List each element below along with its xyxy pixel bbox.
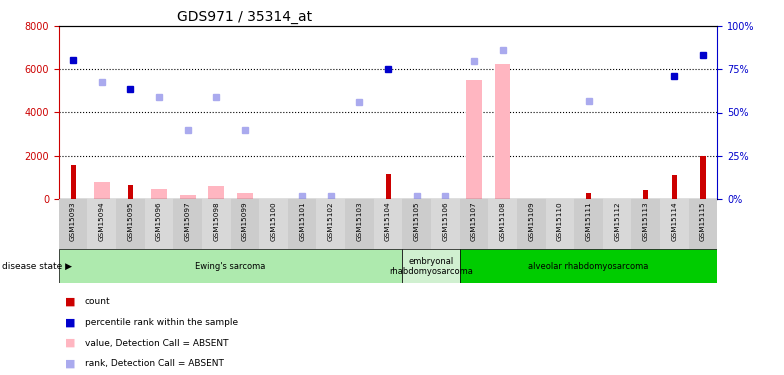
Bar [237, 193, 252, 199]
Bar [631, 199, 660, 249]
Bar [488, 199, 517, 249]
Bar [459, 199, 488, 249]
Bar [459, 249, 717, 283]
Bar [402, 249, 459, 283]
Text: GDS971 / 35314_at: GDS971 / 35314_at [177, 10, 313, 24]
Text: GSM15114: GSM15114 [671, 201, 677, 241]
Bar [700, 156, 706, 199]
Bar [260, 199, 288, 249]
Bar [466, 80, 482, 199]
Bar [209, 186, 224, 199]
Bar [116, 199, 145, 249]
Text: GSM15097: GSM15097 [185, 201, 191, 241]
Text: rank, Detection Call = ABSENT: rank, Detection Call = ABSENT [85, 359, 223, 368]
Text: GSM15106: GSM15106 [442, 201, 448, 241]
Bar [59, 199, 88, 249]
Bar [386, 174, 390, 199]
Text: embryonal
rhabdomyosarcoma: embryonal rhabdomyosarcoma [389, 256, 473, 276]
Text: GSM15099: GSM15099 [242, 201, 248, 241]
Bar [603, 199, 631, 249]
Text: count: count [85, 297, 111, 306]
Text: GSM15100: GSM15100 [270, 201, 277, 241]
Text: GSM15104: GSM15104 [385, 201, 391, 241]
Text: disease state ▶: disease state ▶ [2, 262, 71, 271]
Bar [517, 199, 546, 249]
Text: GSM15102: GSM15102 [328, 201, 334, 241]
Text: GSM15103: GSM15103 [357, 201, 362, 241]
Text: GSM15095: GSM15095 [127, 201, 133, 241]
Bar [173, 199, 202, 249]
Text: GSM15096: GSM15096 [156, 201, 162, 241]
Text: GSM15105: GSM15105 [414, 201, 419, 241]
Text: GSM15094: GSM15094 [99, 201, 105, 241]
Text: value, Detection Call = ABSENT: value, Detection Call = ABSENT [85, 339, 228, 348]
Text: GSM15101: GSM15101 [299, 201, 305, 241]
Bar [660, 199, 688, 249]
Text: percentile rank within the sample: percentile rank within the sample [85, 318, 238, 327]
Bar [145, 199, 173, 249]
Text: GSM15093: GSM15093 [70, 201, 76, 241]
Bar [151, 189, 167, 199]
Text: ■: ■ [65, 318, 76, 327]
Text: GSM15112: GSM15112 [614, 201, 620, 241]
Bar [202, 199, 230, 249]
Bar [672, 175, 677, 199]
Bar [94, 182, 110, 199]
Bar [374, 199, 402, 249]
Text: ■: ■ [65, 359, 76, 369]
Text: GSM15111: GSM15111 [586, 201, 591, 241]
Text: ■: ■ [65, 297, 76, 307]
Bar [230, 199, 260, 249]
Text: GSM15098: GSM15098 [213, 201, 220, 241]
Bar [431, 199, 459, 249]
Text: Ewing's sarcoma: Ewing's sarcoma [195, 262, 266, 271]
Text: GSM15107: GSM15107 [471, 201, 477, 241]
Text: ■: ■ [65, 338, 76, 348]
Bar [402, 199, 431, 249]
Bar [586, 193, 591, 199]
Bar [288, 199, 317, 249]
Text: GSM15113: GSM15113 [643, 201, 649, 241]
Bar [643, 190, 648, 199]
Text: GSM15109: GSM15109 [528, 201, 534, 241]
Bar [88, 199, 116, 249]
Text: GSM15108: GSM15108 [499, 201, 506, 241]
Bar [574, 199, 603, 249]
Bar [128, 185, 133, 199]
Bar [180, 195, 195, 199]
Bar [688, 199, 717, 249]
Bar [71, 165, 76, 199]
Text: GSM15115: GSM15115 [700, 201, 706, 241]
Bar [495, 64, 510, 199]
Bar [59, 249, 402, 283]
Bar [546, 199, 574, 249]
Bar [317, 199, 345, 249]
Text: GSM15110: GSM15110 [557, 201, 563, 241]
Bar [345, 199, 374, 249]
Text: alveolar rhabdomyosarcoma: alveolar rhabdomyosarcoma [528, 262, 648, 271]
